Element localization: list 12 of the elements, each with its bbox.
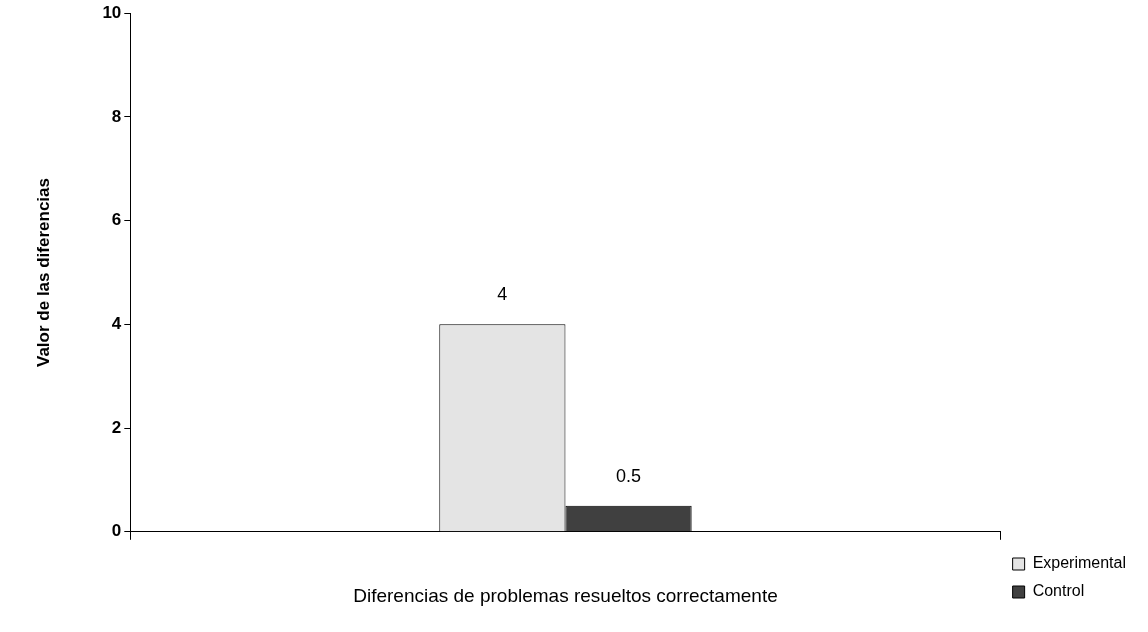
legend-label: Experimental <box>1032 554 1126 572</box>
y-tick-label: 4 <box>111 314 122 334</box>
y-tick-label: 0 <box>111 521 122 541</box>
legend-label: Control <box>1032 582 1085 600</box>
y-tick-label: 10 <box>102 2 122 22</box>
y-tick-label: 2 <box>111 417 122 437</box>
y-tick-label: 6 <box>111 210 122 230</box>
data-label: 0.5 <box>616 465 642 486</box>
y-axis-title: Valor de las diferencias <box>33 178 53 367</box>
data-label: 4 <box>497 284 508 305</box>
x-axis-title: Diferencias de problemas resueltos correctamente <box>353 584 778 606</box>
y-tick-label: 8 <box>111 106 122 126</box>
